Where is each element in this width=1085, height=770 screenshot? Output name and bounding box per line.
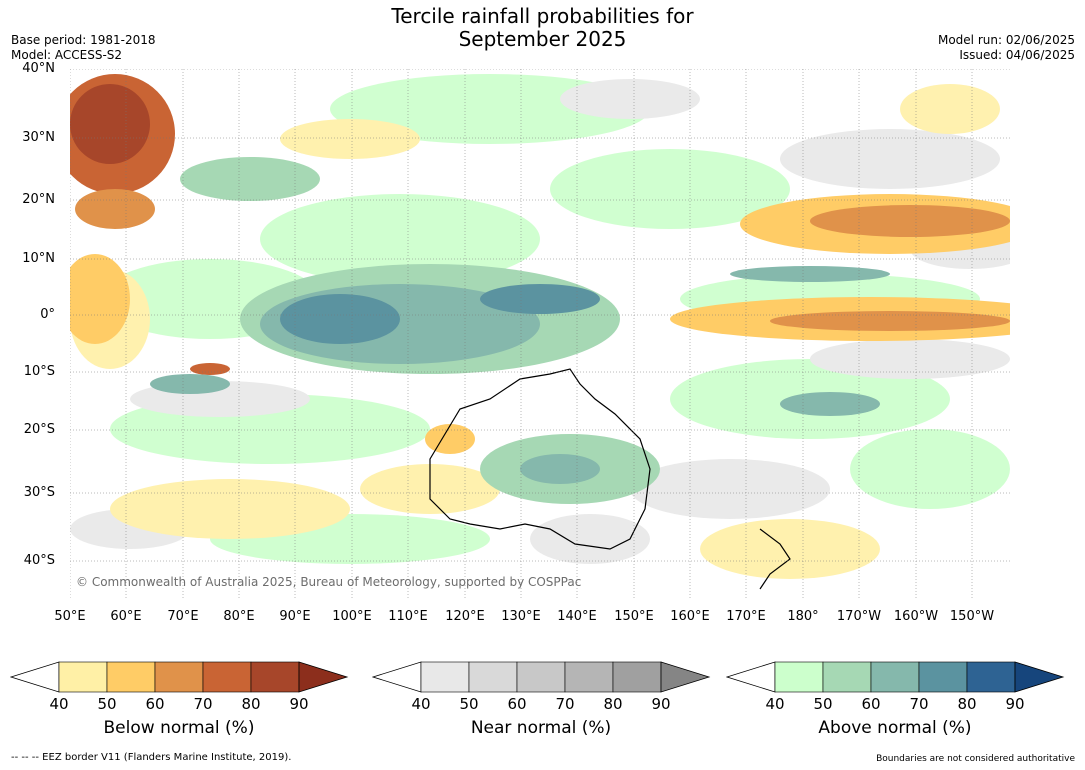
cb-tick: 70 <box>193 695 213 713</box>
colorbar-high-extension <box>1014 661 1065 693</box>
cb-tick: 60 <box>145 695 165 713</box>
colorbar-above-normal-scale <box>725 661 1065 693</box>
colorbar-low-extension <box>725 661 776 693</box>
map-title: Tercile rainfall probabilities for Septe… <box>0 5 1085 51</box>
lon-label: 180° <box>787 609 819 624</box>
colorbar-above-normal: 40 50 60 70 80 90 Above normal (%) <box>725 660 1066 750</box>
lat-label-30s: 30°S <box>23 485 55 500</box>
colorbar-segment <box>250 661 300 693</box>
lon-label: 130°E <box>501 609 541 624</box>
colorbar-segment <box>468 661 518 693</box>
colorbar-segment <box>58 661 108 693</box>
lat-label-10s: 10°S <box>23 364 55 379</box>
colorbar-segment <box>202 661 252 693</box>
copyright-credit: © Commonwealth of Australia 2025, Bureau… <box>76 575 582 589</box>
new-zealand-coastline <box>759 528 791 590</box>
cb-tick: 90 <box>651 695 671 713</box>
lat-label-20s: 20°S <box>23 422 55 437</box>
colorbar-segment <box>870 661 920 693</box>
colorbar-below-normal-scale <box>9 661 349 693</box>
colorbar-below-normal: 40 50 60 70 80 90 Below normal (%) <box>9 660 350 750</box>
map-gridlines <box>70 69 1010 600</box>
issued-date: Issued: 04/06/2025 <box>959 48 1075 62</box>
cb-tick: 50 <box>813 695 833 713</box>
colorbar-segment <box>822 661 872 693</box>
colorbar-low-extension <box>371 661 422 693</box>
lat-label-30n: 30°N <box>22 130 55 145</box>
colorbar-near-normal-scale <box>371 661 711 693</box>
colorbar-near-label: Near normal (%) <box>470 718 612 738</box>
lon-label: 90°E <box>279 609 311 624</box>
cb-tick: 90 <box>289 695 309 713</box>
colorbar-segment <box>966 661 1016 693</box>
model-name: Model: ACCESS-S2 <box>11 48 123 62</box>
cb-tick: 70 <box>909 695 929 713</box>
lon-label: 170°W <box>836 609 882 624</box>
colorbar-segment <box>774 661 824 693</box>
lon-label: 140°E <box>557 609 597 624</box>
cb-tick: 50 <box>459 695 479 713</box>
model-run: Model run: 02/06/2025 <box>937 33 1075 47</box>
cb-tick: 40 <box>765 695 785 713</box>
colorbar-segment <box>516 661 566 693</box>
lat-label-equator: 0° <box>40 307 55 322</box>
colorbar-segment <box>612 661 662 693</box>
eez-border-note: -- -- -- EEZ border V11 (Flanders Marine… <box>11 752 292 763</box>
cb-tick: 40 <box>411 695 431 713</box>
colorbar-above-label: Above normal (%) <box>818 718 972 738</box>
colorbar-below-label: Below normal (%) <box>103 718 255 738</box>
cb-tick: 90 <box>1005 695 1025 713</box>
lon-label: 50°E <box>54 609 86 624</box>
colorbar-segment <box>154 661 204 693</box>
run-info: Model run: 02/06/2025 Issued: 04/06/2025 <box>938 33 1075 63</box>
colorbar-segment <box>918 661 968 693</box>
colorbar-segment <box>106 661 156 693</box>
cb-tick: 80 <box>241 695 261 713</box>
australia-coastline <box>429 368 651 550</box>
lon-label: 160°W <box>893 609 939 624</box>
lon-label: 150°E <box>614 609 654 624</box>
lon-label: 100°E <box>332 609 372 624</box>
lon-label: 80°E <box>223 609 255 624</box>
title-line-1: Tercile rainfall probabilities for <box>391 4 694 28</box>
lon-label: 170°E <box>726 609 766 624</box>
cb-tick: 60 <box>861 695 881 713</box>
colorbar-high-extension <box>660 661 711 693</box>
colorbar-segment <box>564 661 614 693</box>
rainfall-probability-map <box>70 69 1010 600</box>
boundary-disclaimer: Boundaries are not considered authoritat… <box>876 754 1075 764</box>
colorbar-low-extension <box>9 661 60 693</box>
base-period: Base period: 1981-2018 <box>11 33 156 47</box>
title-line-2: September 2025 <box>458 27 627 51</box>
lat-label-10n: 10°N <box>22 251 55 266</box>
cb-tick: 50 <box>97 695 117 713</box>
lon-label: 150°W <box>949 609 995 624</box>
colorbar-near-normal: 40 50 60 70 80 90 Near normal (%) <box>371 660 712 750</box>
lon-label: 160°E <box>670 609 710 624</box>
cb-tick: 40 <box>49 695 69 713</box>
colorbar-segment <box>420 661 470 693</box>
cb-tick: 80 <box>957 695 977 713</box>
lat-label-40n: 40°N <box>22 61 55 76</box>
base-info: Base period: 1981-2018 Model: ACCESS-S2 <box>11 33 156 63</box>
lon-label: 60°E <box>110 609 142 624</box>
cb-tick: 70 <box>555 695 575 713</box>
lon-label: 70°E <box>167 609 199 624</box>
cb-tick: 60 <box>507 695 527 713</box>
cb-tick: 80 <box>603 695 623 713</box>
lon-label: 120°E <box>445 609 485 624</box>
lon-label: 110°E <box>388 609 428 624</box>
lat-label-20n: 20°N <box>22 192 55 207</box>
colorbar-high-extension <box>298 661 349 693</box>
lat-label-40s: 40°S <box>23 553 55 568</box>
